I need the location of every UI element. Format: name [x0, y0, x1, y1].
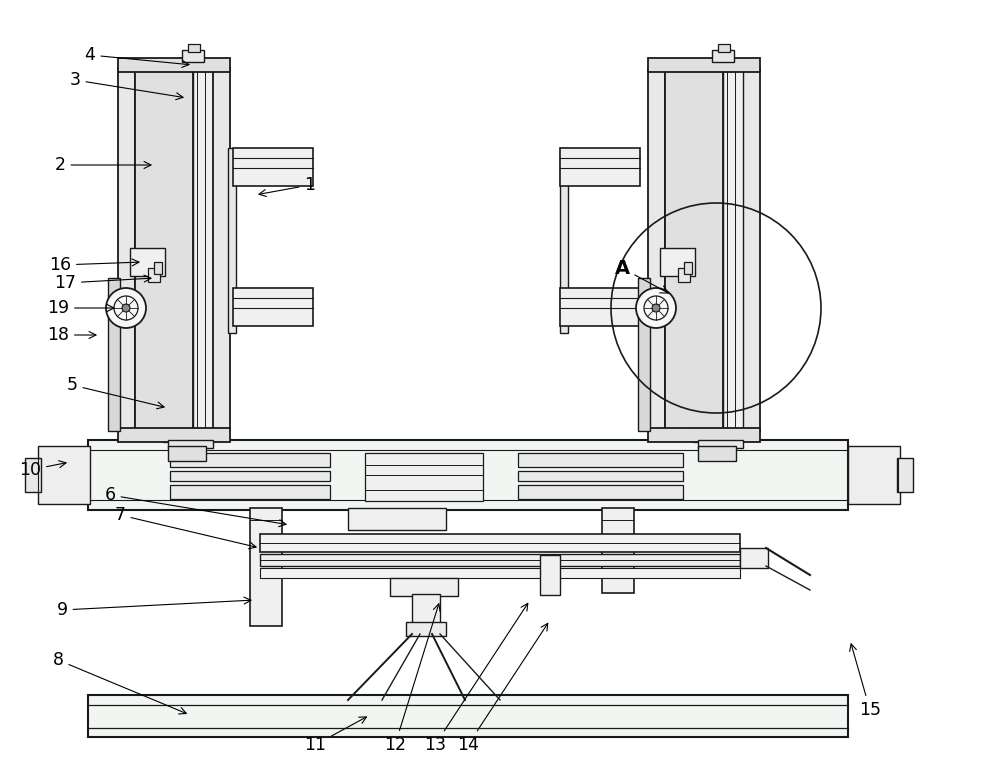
Bar [135, 68, 193, 431]
Bar [390, 578, 458, 596]
Text: 7: 7 [114, 506, 256, 549]
Text: 12: 12 [384, 604, 440, 754]
Bar [365, 453, 483, 501]
Bar [743, 68, 760, 431]
Bar [723, 68, 743, 431]
Bar [260, 534, 740, 552]
Bar [228, 148, 236, 333]
Bar [518, 453, 683, 467]
Bar [154, 262, 162, 274]
Bar [88, 695, 848, 737]
Bar [182, 50, 204, 62]
Text: 8: 8 [52, 651, 186, 714]
Text: 9: 9 [56, 597, 251, 619]
Bar [108, 278, 120, 431]
Bar [118, 428, 230, 442]
Bar [560, 148, 640, 186]
Bar [638, 278, 650, 431]
Text: 1: 1 [259, 176, 316, 197]
Bar [602, 508, 634, 593]
Bar [213, 68, 230, 431]
Bar [718, 44, 730, 52]
Bar [693, 428, 743, 442]
Bar [648, 428, 760, 442]
Bar [412, 594, 440, 624]
Bar [260, 554, 740, 566]
Circle shape [122, 304, 130, 312]
Bar [560, 148, 568, 333]
Text: 17: 17 [54, 274, 151, 292]
Bar [740, 548, 768, 568]
Bar [518, 485, 683, 499]
Bar [712, 50, 734, 62]
Text: 11: 11 [304, 717, 366, 754]
Bar [540, 555, 560, 595]
Bar [168, 440, 213, 448]
Bar [560, 288, 640, 326]
Text: 16: 16 [49, 256, 139, 274]
Text: 10: 10 [19, 461, 66, 479]
Bar [233, 148, 313, 186]
Text: A: A [614, 258, 668, 293]
Bar [678, 268, 690, 282]
Bar [406, 622, 446, 636]
Bar [660, 248, 695, 276]
Bar [148, 268, 160, 282]
Circle shape [652, 304, 660, 312]
Text: 13: 13 [424, 604, 528, 754]
Text: 6: 6 [104, 486, 286, 527]
Bar [170, 471, 330, 481]
Bar [260, 568, 740, 578]
Bar [25, 458, 41, 492]
Bar [897, 458, 913, 492]
Bar [118, 68, 135, 431]
Bar [665, 68, 723, 431]
Bar [250, 508, 282, 626]
Bar [163, 428, 213, 442]
Text: 18: 18 [47, 326, 96, 344]
Text: 2: 2 [54, 156, 151, 174]
Text: 4: 4 [85, 46, 189, 67]
Bar [698, 446, 736, 461]
Text: 19: 19 [47, 299, 114, 317]
Bar [648, 68, 665, 431]
Bar [648, 58, 760, 72]
Bar [518, 471, 683, 481]
Circle shape [636, 288, 676, 328]
Bar [118, 58, 230, 72]
Text: 14: 14 [457, 624, 548, 754]
Bar [130, 248, 165, 276]
Bar [88, 440, 848, 510]
Bar [135, 68, 193, 431]
Bar [233, 288, 313, 326]
Bar [188, 44, 200, 52]
Bar [170, 453, 330, 467]
Bar [38, 446, 90, 504]
Text: 15: 15 [850, 644, 881, 719]
Text: 5: 5 [66, 376, 164, 409]
Bar [684, 262, 692, 274]
Bar [193, 68, 213, 431]
Text: 3: 3 [70, 71, 183, 99]
Bar [170, 485, 330, 499]
Bar [348, 508, 446, 530]
Bar [168, 446, 206, 461]
Bar [698, 440, 743, 448]
Bar [665, 68, 723, 431]
Circle shape [106, 288, 146, 328]
Bar [848, 446, 900, 504]
